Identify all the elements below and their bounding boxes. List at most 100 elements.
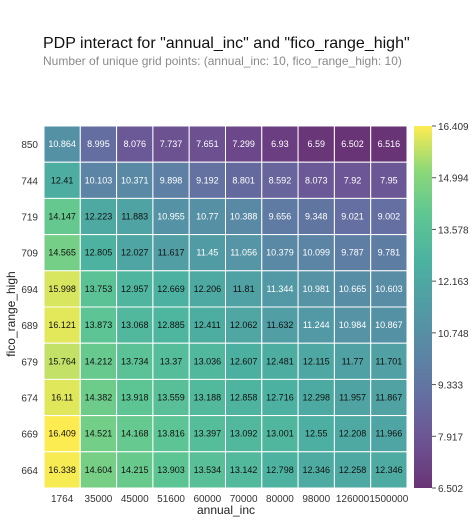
heatmap-cell bbox=[116, 378, 154, 417]
heatmap-cell bbox=[79, 197, 118, 236]
cell-value-label: 8.995 bbox=[87, 139, 110, 149]
heatmap-cell bbox=[116, 451, 154, 489]
heatmap-cell bbox=[43, 234, 81, 272]
cell-value-label: 13.734 bbox=[121, 356, 149, 366]
heatmap-cell bbox=[370, 161, 408, 199]
cell-value-label: 16.121 bbox=[48, 320, 76, 330]
cell-value-label: 6.502 bbox=[341, 139, 364, 149]
heatmap-cell bbox=[43, 451, 81, 489]
heatmap-cell bbox=[79, 378, 118, 417]
heatmap-cell bbox=[225, 306, 263, 344]
colorbar-tick-label: 12.163 bbox=[438, 277, 469, 288]
cell-value-label: 11.701 bbox=[375, 356, 402, 366]
heatmap-cell bbox=[297, 197, 335, 236]
cell-value-label: 11.81 bbox=[233, 284, 255, 294]
cell-value-label: 12.798 bbox=[266, 465, 294, 475]
heatmap-cell bbox=[297, 161, 335, 199]
heatmap-cell bbox=[152, 415, 190, 453]
cell-value-label: 11.867 bbox=[375, 393, 402, 403]
heatmap-cell bbox=[43, 306, 81, 344]
cell-value-label: 12.208 bbox=[339, 429, 367, 439]
heatmap-cell bbox=[370, 378, 408, 417]
cell-value-label: 11.883 bbox=[121, 212, 148, 222]
cell-value-label: 14.521 bbox=[85, 429, 113, 439]
cell-value-label: 8.073 bbox=[305, 175, 328, 185]
cell-value-label: 16.338 bbox=[48, 465, 76, 475]
x-axis-label: annual_inc bbox=[197, 503, 255, 517]
cell-value-label: 10.665 bbox=[339, 284, 367, 294]
cell-value-label: 13.036 bbox=[194, 356, 222, 366]
heatmap-cell bbox=[370, 125, 408, 163]
cell-value-label: 12.957 bbox=[121, 284, 149, 294]
cell-value-label: 6.93 bbox=[271, 139, 289, 149]
heatmap-cell bbox=[225, 378, 263, 417]
heatmap-cell bbox=[43, 415, 81, 453]
heatmap-cell bbox=[297, 415, 335, 453]
cell-value-label: 9.002 bbox=[378, 212, 401, 222]
cell-value-label: 11.244 bbox=[303, 320, 330, 330]
x-tick-label: 45000 bbox=[121, 494, 149, 505]
heatmap-cell bbox=[370, 451, 408, 489]
y-tick-label: 669 bbox=[21, 430, 38, 441]
heatmap-cell bbox=[43, 125, 81, 163]
heatmap-cell bbox=[297, 378, 335, 417]
cell-value-label: 7.737 bbox=[160, 139, 183, 149]
heatmap-cell bbox=[261, 342, 299, 380]
heatmap-cell bbox=[297, 451, 335, 489]
y-tick-label: 744 bbox=[21, 176, 38, 187]
heatmap-cell bbox=[225, 270, 263, 308]
cell-value-label: 13.068 bbox=[121, 320, 149, 330]
y-axis-label: fico_range_high bbox=[4, 271, 18, 356]
heatmap-cell bbox=[188, 378, 226, 417]
cell-value-label: 7.299 bbox=[232, 139, 255, 149]
cell-value-label: 11.617 bbox=[158, 248, 185, 258]
heatmap-cell bbox=[188, 270, 226, 308]
cell-value-label: 13.873 bbox=[85, 320, 113, 330]
cell-value-label: 12.716 bbox=[266, 393, 294, 403]
cell-value-label: 14.215 bbox=[121, 465, 149, 475]
y-tick-label: 674 bbox=[21, 394, 38, 405]
cell-value-label: 15.764 bbox=[48, 356, 76, 366]
heatmap-cell bbox=[297, 125, 335, 163]
heatmap-cell bbox=[188, 306, 226, 344]
heatmap-cell bbox=[43, 342, 81, 380]
cell-value-label: 12.858 bbox=[230, 393, 258, 403]
cell-value-label: 14.565 bbox=[48, 248, 76, 258]
cell-value-label: 11.632 bbox=[267, 320, 294, 330]
heatmap-cell bbox=[225, 161, 263, 199]
cell-value-label: 10.103 bbox=[85, 175, 113, 185]
colorbar bbox=[414, 126, 432, 488]
cell-value-label: 13.816 bbox=[157, 429, 185, 439]
cell-value-label: 13.559 bbox=[157, 393, 185, 403]
heatmap-cell bbox=[333, 451, 372, 489]
cell-value-label: 10.379 bbox=[266, 248, 294, 258]
y-tick-label: 694 bbox=[21, 285, 38, 296]
heatmap-cell bbox=[261, 161, 299, 199]
heatmap-cell bbox=[333, 270, 372, 308]
cell-value-label: 13.092 bbox=[230, 429, 258, 439]
cell-value-label: 13.534 bbox=[194, 465, 222, 475]
cell-value-label: 11.77 bbox=[342, 356, 364, 366]
cell-value-label: 13.188 bbox=[194, 393, 222, 403]
x-axis: 1764 35000 45000 51600 60000 70000 80000 98000 1… bbox=[51, 494, 409, 505]
cell-value-label: 12.669 bbox=[157, 284, 185, 294]
cell-value-label: 11.957 bbox=[339, 393, 366, 403]
cell-value-label: 12.346 bbox=[302, 465, 330, 475]
cell-value-label: 12.027 bbox=[121, 248, 149, 258]
cell-value-label: 14.604 bbox=[85, 465, 113, 475]
heatmap-cell bbox=[261, 270, 299, 308]
y-tick-label: 679 bbox=[21, 357, 38, 368]
cell-value-label: 14.147 bbox=[48, 212, 76, 222]
cell-value-label: 13.37 bbox=[160, 356, 183, 366]
heatmap-cell bbox=[225, 234, 263, 272]
heatmap-cell bbox=[116, 197, 154, 236]
cell-value-label: 12.115 bbox=[303, 356, 330, 366]
heatmap-cell bbox=[79, 415, 118, 453]
heatmap-cell bbox=[261, 378, 299, 417]
cell-value-label: 9.787 bbox=[341, 248, 364, 258]
heatmap-cell bbox=[116, 306, 154, 344]
cell-value-label: 14.382 bbox=[85, 393, 113, 403]
cell-value-label: 10.864 bbox=[48, 139, 76, 149]
cell-value-label: 13.397 bbox=[194, 429, 222, 439]
cell-value-label: 6.516 bbox=[378, 139, 401, 149]
